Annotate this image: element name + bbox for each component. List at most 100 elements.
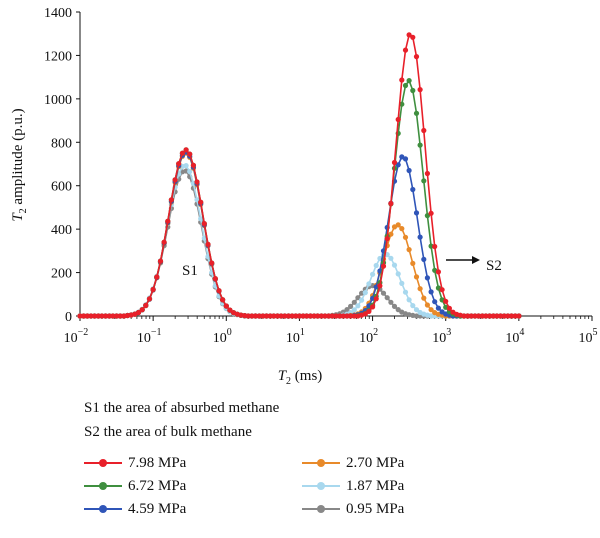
- data-point: [402, 289, 409, 295]
- legend-item: 6.72 MPa: [84, 475, 186, 497]
- data-point: [377, 283, 383, 289]
- series-layer: [77, 32, 522, 319]
- data-point: [359, 297, 365, 303]
- series-line: [80, 152, 519, 317]
- data-point: [344, 307, 350, 313]
- data-point: [421, 178, 427, 184]
- data-point: [194, 179, 200, 185]
- data-point: [384, 236, 390, 242]
- data-point: [417, 286, 423, 292]
- data-point: [366, 308, 372, 314]
- data-point: [285, 313, 292, 319]
- s2-arrowhead: [472, 256, 480, 264]
- annotations: S1 S2: [182, 256, 502, 279]
- legend-marker: [317, 505, 325, 513]
- data-point: [413, 274, 420, 280]
- data-point: [220, 297, 226, 303]
- data-point: [260, 313, 266, 319]
- data-point: [157, 258, 164, 264]
- data-point: [139, 307, 145, 313]
- y-tick-label: 400: [51, 223, 72, 238]
- y-tick-label: 0: [65, 310, 72, 325]
- legend-label: 7.98 MPa: [128, 454, 187, 471]
- data-point: [388, 255, 394, 261]
- legend-label: 2.70 MPa: [346, 454, 405, 471]
- data-point: [380, 290, 387, 296]
- data-point: [348, 313, 354, 319]
- legend-item: 0.95 MPa: [302, 498, 404, 520]
- data-point: [395, 116, 401, 123]
- axis-labels: T2 (ms) T2 amplitude (p.u.): [10, 108, 322, 387]
- data-point: [282, 313, 288, 319]
- data-point: [490, 313, 496, 319]
- legend-label: 6.72 MPa: [128, 477, 187, 494]
- data-point: [300, 313, 306, 319]
- data-point: [461, 313, 467, 319]
- data-point: [435, 305, 441, 311]
- x-tick-label: 102: [359, 327, 378, 346]
- data-point: [501, 313, 507, 319]
- data-point: [413, 110, 420, 116]
- t2-chart: 0 200 400 600 800 1000 1200 1400 10−2 10−1 100 101 1…: [10, 6, 598, 387]
- data-point: [161, 239, 167, 245]
- data-point: [212, 276, 218, 282]
- data-point: [329, 313, 335, 319]
- data-point: [435, 269, 441, 275]
- data-point: [249, 313, 255, 319]
- legend-swatch: [84, 505, 122, 513]
- data-point: [476, 313, 482, 319]
- series-2-70-mpa: [77, 150, 522, 319]
- series-line: [80, 33, 519, 317]
- data-point: [293, 313, 299, 319]
- data-point: [413, 307, 420, 313]
- x-tick-label: 103: [432, 327, 451, 346]
- data-point: [344, 313, 350, 319]
- data-point: [307, 313, 313, 319]
- data-point: [351, 313, 357, 319]
- data-point: [465, 313, 471, 319]
- data-point: [373, 296, 379, 302]
- data-point: [256, 313, 262, 319]
- data-point: [146, 296, 153, 302]
- data-point: [154, 274, 160, 280]
- data-point: [95, 313, 101, 319]
- data-point: [252, 313, 259, 319]
- data-point: [190, 162, 196, 168]
- data-point: [512, 313, 518, 319]
- data-point: [77, 313, 83, 319]
- data-point: [406, 32, 412, 38]
- data-point: [446, 305, 452, 311]
- series-6-72-mpa: [77, 78, 522, 319]
- data-point: [380, 263, 387, 269]
- data-point: [413, 313, 420, 319]
- legend-item: 7.98 MPa: [84, 452, 186, 474]
- data-point: [402, 82, 409, 89]
- data-point: [417, 87, 423, 93]
- data-point: [103, 313, 109, 319]
- data-point: [508, 313, 515, 319]
- data-point: [183, 163, 189, 169]
- legend-marker: [99, 459, 107, 467]
- legend-marker: [317, 459, 325, 467]
- data-point: [198, 199, 204, 205]
- legend-marker: [99, 482, 107, 490]
- data-point: [114, 313, 120, 319]
- data-point: [92, 313, 98, 319]
- data-point: [428, 289, 434, 295]
- data-point: [223, 303, 229, 309]
- series-line: [80, 170, 519, 317]
- data-point: [443, 298, 449, 304]
- data-point: [362, 290, 368, 296]
- data-point: [176, 161, 182, 167]
- data-point: [421, 127, 427, 134]
- data-point: [88, 313, 94, 319]
- data-point: [421, 256, 427, 262]
- data-point: [428, 307, 434, 313]
- data-point: [424, 302, 430, 308]
- data-point: [205, 241, 211, 247]
- data-point: [106, 313, 112, 319]
- data-point: [406, 78, 412, 84]
- data-point: [274, 313, 281, 319]
- data-point: [289, 313, 295, 319]
- data-point: [391, 303, 398, 309]
